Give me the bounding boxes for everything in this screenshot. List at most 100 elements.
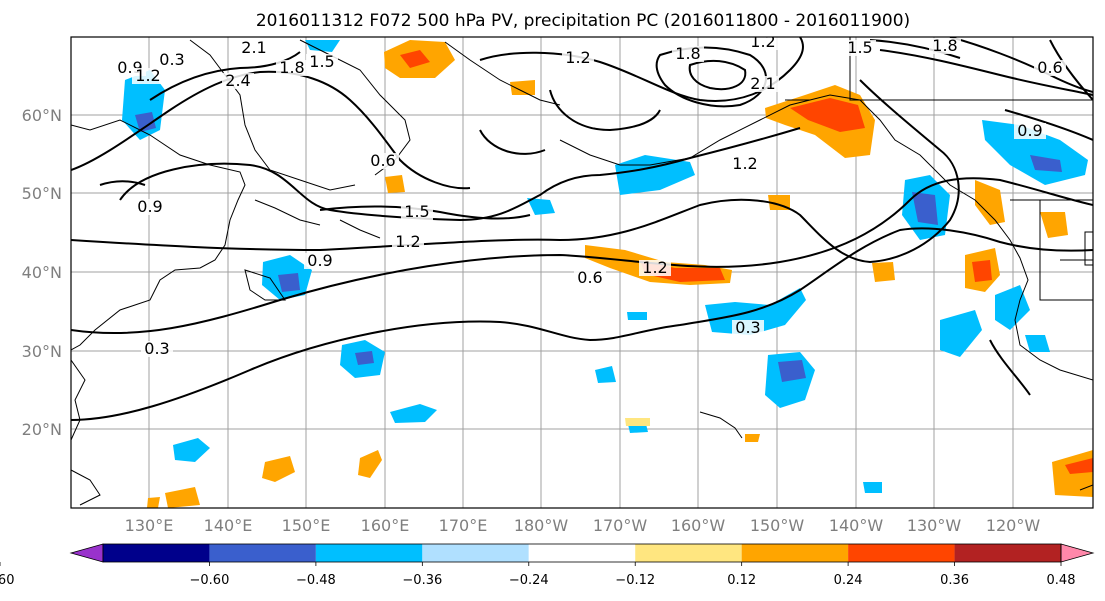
contour-label-bg	[276, 60, 308, 76]
contour-label: 0.3	[735, 318, 760, 337]
contour-label: 2.1	[241, 38, 266, 57]
lon-label: 150°E	[282, 516, 331, 535]
contour-label-bg	[141, 341, 173, 357]
precip-negative-area	[527, 198, 555, 215]
lat-label: 30°N	[22, 342, 62, 361]
contour-label: 1.5	[847, 38, 872, 57]
coastlines	[71, 37, 1093, 506]
contour-label: 0.3	[159, 50, 184, 69]
colorbar-segment	[315, 544, 423, 562]
contour-label-bg	[304, 253, 336, 269]
contour-label: 1.2	[395, 232, 420, 251]
lon-label: 160°E	[361, 516, 410, 535]
latitude-labels: 60°N 50°N 40°N 30°N 20°N	[22, 106, 62, 439]
colorbar-tick-label: 0.48	[1047, 573, 1076, 588]
lat-label: 20°N	[22, 420, 62, 439]
lat-label: 50°N	[22, 184, 62, 203]
colorbar-tick-label: −0.60	[190, 573, 230, 588]
precip-positive-area	[872, 262, 895, 282]
precip-negative-area	[940, 310, 982, 357]
contour-label: 1.2	[565, 48, 590, 67]
contour-label-bg	[574, 270, 606, 286]
precip-positive-area	[1040, 212, 1068, 238]
contour-label-bg	[672, 46, 704, 62]
contour-label: 0.9	[137, 197, 162, 216]
precip-negative-core	[912, 192, 938, 225]
contour-label-bg	[132, 68, 164, 84]
contour-label: 2.1	[750, 74, 775, 93]
precip-positive-area	[385, 175, 405, 193]
lat-label: 60°N	[22, 106, 62, 125]
precip-negative-area	[390, 404, 437, 423]
colorbar-segment	[422, 544, 529, 562]
figure-title: 2016011312 F072 500 hPa PV, precipitatio…	[256, 11, 910, 31]
lon-label: 150°W	[750, 516, 805, 535]
colorbar-segment	[209, 544, 316, 562]
contour-label: 1.8	[675, 44, 700, 63]
precip-negative-area	[305, 40, 340, 52]
precip-positive-core	[972, 260, 992, 282]
contour-label-bg	[562, 50, 594, 66]
colorbar-tick-label: 0.12	[727, 573, 756, 588]
contour-label: 1.5	[404, 202, 429, 221]
precip-negative-core	[135, 112, 156, 132]
lon-label: 180°W	[514, 516, 569, 535]
contour-labels: 0.91.22.12.41.8 1.50.3 1.2 1.82.11.2 1.5 1.80…	[114, 32, 1066, 358]
colorbar-tick-label: −0.24	[509, 573, 549, 588]
colorbar-arrow-left	[69, 543, 104, 563]
contour-label-bg	[844, 40, 876, 56]
contour-label-bg	[747, 76, 779, 92]
colorbar-segment	[741, 544, 849, 562]
colorbar-frame	[102, 543, 1062, 563]
contour-label: 1.8	[932, 36, 957, 55]
colorbar-tick-label: 0.60	[0, 573, 14, 588]
contour-label: 0.9	[1017, 121, 1042, 140]
contour-label-bg	[306, 54, 338, 70]
precip-positive-core	[400, 50, 430, 68]
contour-label-bg	[639, 260, 671, 276]
precip-negative-core	[1030, 155, 1062, 172]
contour-label-bg	[392, 234, 424, 250]
precip-positive-area	[147, 497, 160, 508]
precip-positive-area	[510, 80, 535, 95]
precip-negative-core	[778, 360, 806, 382]
precip-negative-area	[982, 120, 1088, 185]
lon-label: 140°E	[204, 516, 253, 535]
map-panel: 0.91.22.12.41.8 1.50.3 1.2 1.82.11.2 1.5 1.80…	[70, 32, 1094, 509]
colorbar: −0.60 −0.48 −0.36 −0.24 −0.12 0.12 0.24 0.36 0.4…	[0, 543, 1095, 588]
colorbar-tick-label: −0.48	[296, 573, 336, 588]
contour-label: 1.2	[642, 258, 667, 277]
contour-label: 1.2	[135, 66, 160, 85]
precip-positive-area	[745, 434, 760, 442]
contour-label-bg	[747, 37, 779, 50]
contour-label-bg	[367, 153, 399, 169]
precip-positive-area	[262, 456, 295, 482]
colorbar-tick-label: −0.36	[402, 573, 442, 588]
lon-label: 120°W	[986, 516, 1041, 535]
precip-positive-area	[625, 418, 650, 426]
precip-negative-area	[595, 366, 616, 383]
precip-shading	[122, 40, 1093, 508]
colorbar-segment	[635, 544, 742, 562]
colorbar-segment	[528, 544, 636, 562]
lon-label: 130°W	[907, 516, 962, 535]
precip-positive-area	[165, 487, 200, 508]
colorbar-tick-label: −0.12	[615, 573, 655, 588]
longitude-labels: 130°E 140°E 150°E 160°E 170°E 180°W 170°W 160°W…	[125, 516, 1041, 535]
precip-negative-area	[173, 438, 210, 462]
map-frame	[70, 36, 1094, 509]
colorbar-tick-label: 0.36	[940, 573, 969, 588]
colorbar-arrow-right	[1060, 543, 1095, 563]
contour-label-bg	[222, 73, 254, 89]
contour-label: 1.8	[279, 58, 304, 77]
contour-label-bg	[929, 38, 961, 54]
contour-label: 1.2	[750, 32, 775, 51]
precip-negative-core	[355, 351, 374, 365]
contour-label: 1.2	[732, 154, 757, 173]
precip-positive-area	[975, 180, 1005, 225]
contour-label: 0.6	[1037, 58, 1062, 77]
contour-label-bg	[156, 52, 188, 68]
precip-negative-area	[627, 312, 647, 320]
colorbar-segment	[848, 544, 955, 562]
lon-label: 160°W	[671, 516, 726, 535]
